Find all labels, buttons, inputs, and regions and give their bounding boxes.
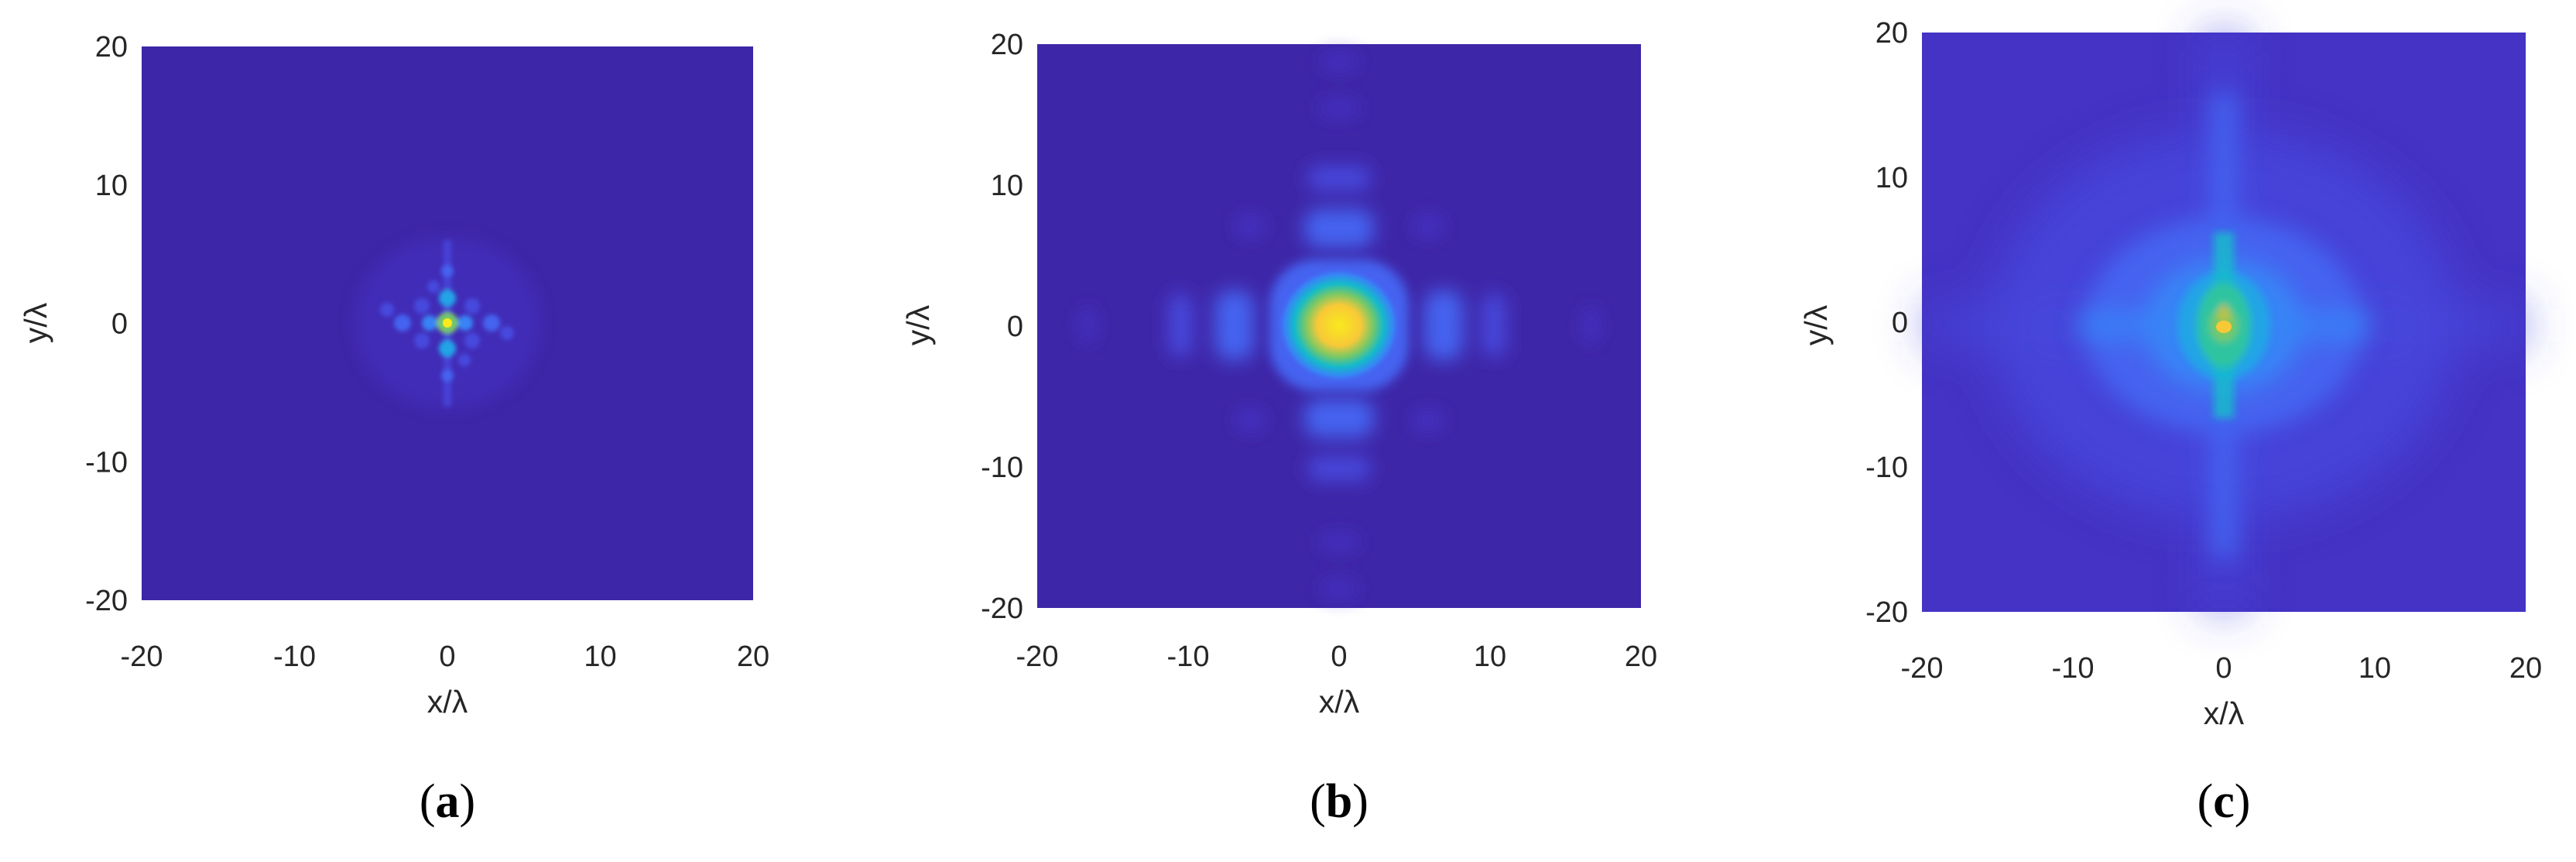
intensity-field	[1927, 35, 2523, 608]
y-tick-label: 0	[1007, 311, 1023, 343]
y-tick-label: -10	[1865, 452, 1908, 484]
y-tick-label: 20	[95, 31, 128, 64]
caption-letter: b	[1325, 775, 1353, 828]
axis-ticks: -20 -10 0 10 20 20 10 0 -10 -20	[85, 31, 769, 673]
x-tick-label: 10	[2358, 652, 2391, 685]
x-tick-label: 0	[2215, 652, 2232, 685]
y-tick-label: -20	[1865, 596, 1908, 629]
y-tick-label: 20	[1875, 17, 1908, 50]
x-tick-label: 20	[2509, 652, 2542, 685]
heatmap-panel-b: -20 -10 0 10 20 20 10 0 -10 -20 x/λ y/λ	[900, 29, 1657, 719]
x-axis-label: x/λ	[2204, 695, 2245, 731]
x-axis-label: x/λ	[427, 684, 468, 719]
y-tick-label: -10	[981, 452, 1023, 484]
x-tick-label: -10	[1167, 640, 1210, 673]
axis-ticks: -20 -10 0 10 20 20 10 0 -10 -20	[981, 29, 1657, 673]
intensity-field	[1080, 54, 1598, 596]
y-axis-label: y/λ	[18, 302, 53, 343]
x-axis-label: x/λ	[1319, 684, 1360, 719]
x-tick-label: 0	[1331, 640, 1347, 673]
y-tick-label: 10	[1875, 162, 1908, 194]
intensity-field	[355, 238, 540, 408]
axis-ticks: -20 -10 0 10 20 20 10 0 -10 -20	[1865, 17, 2542, 685]
x-tick-label: 10	[1474, 640, 1506, 673]
heatmap-panel-a: -20 -10 0 10 20 20 10 0 -10 -20 x/λ y/λ	[18, 31, 769, 719]
y-tick-label: 0	[1892, 307, 1908, 339]
caption-c: (c)	[2197, 775, 2251, 828]
x-tick-label: 20	[1625, 640, 1657, 673]
y-tick-label: 0	[111, 308, 128, 341]
caption-letter: c	[2213, 775, 2235, 828]
caption-b: (b)	[1310, 775, 1368, 828]
y-tick-label: -20	[981, 592, 1023, 625]
x-tick-label: 0	[439, 640, 455, 673]
x-tick-label: 20	[737, 640, 769, 673]
caption-a: (a)	[419, 775, 476, 828]
x-tick-label: 10	[584, 640, 616, 673]
caption-letter: a	[435, 775, 460, 828]
y-axis-label: y/λ	[900, 304, 936, 345]
y-axis-label: y/λ	[1798, 304, 1834, 345]
x-tick-label: -10	[2052, 652, 2095, 685]
x-tick-label: -20	[121, 640, 163, 673]
y-tick-label: 10	[991, 170, 1023, 202]
y-tick-label: -20	[85, 585, 128, 617]
y-tick-label: -10	[85, 446, 128, 479]
y-tick-label: 20	[991, 29, 1023, 61]
x-tick-label: -10	[273, 640, 316, 673]
x-tick-label: -20	[1901, 652, 1944, 685]
x-tick-label: -20	[1016, 640, 1059, 673]
heatmap-panel-c: -20 -10 0 10 20 20 10 0 -10 -20 x/λ y/λ	[1798, 17, 2542, 731]
y-tick-label: 10	[95, 170, 128, 202]
